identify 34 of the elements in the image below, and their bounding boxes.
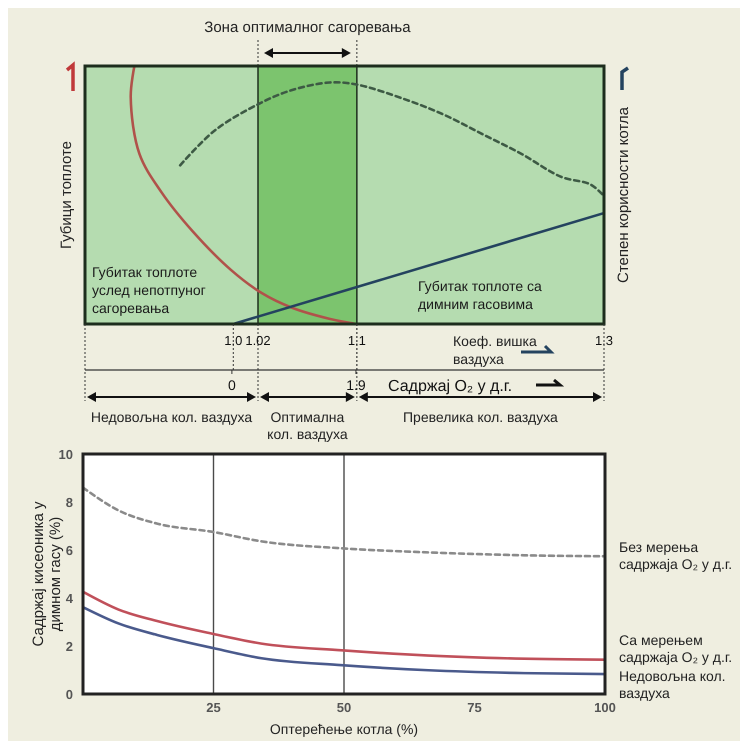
y-tick-label: 4 [66, 591, 74, 606]
x2-tick-label: 0 [228, 377, 236, 393]
x-tick-label: 50 [336, 700, 352, 715]
x-tick-label: 1.0 [224, 333, 242, 348]
text: Недовољна кол. ваздуха [90, 409, 252, 425]
x-axis-title: Коеф. вишка ваздуха [453, 333, 537, 367]
x-tick-label: 1.02 [245, 333, 271, 348]
y-tick-label: 0 [66, 687, 73, 702]
y-tick-label: 8 [66, 495, 73, 510]
line-series [83, 486, 605, 558]
line-series [83, 606, 605, 676]
annotation: Губитак топлоте са димним гасовима [418, 278, 542, 312]
y-axis-title: Садржај кисеоника у димном гасу (%) [30, 501, 64, 647]
y-tick-label: 6 [66, 543, 73, 558]
series-label: Са мерењем садржаја O₂ у д.г. [619, 632, 732, 665]
y-tick-label: 2 [66, 639, 73, 654]
x-axis-title: Оптерећење котла (%) [270, 721, 418, 737]
y2-axis-title: Степен корисности котла [615, 106, 632, 284]
text: Превелика кол. ваздуха [402, 409, 558, 425]
x-tick-label: 100 [594, 700, 616, 715]
line-series [83, 590, 605, 661]
y-tick-label: 10 [58, 447, 73, 462]
x2-axis-title: Садржај O₂ у д.г. [388, 378, 512, 395]
x-tick-label: 25 [206, 700, 221, 715]
y-axis-title: Губици топлоте [58, 140, 75, 250]
band-label: Зона оптималног сагоревања [204, 19, 412, 36]
series-label: Без мерења садржаја O₂ у д.г. [619, 539, 732, 572]
text: Оптимална кол. ваздуха [267, 409, 348, 442]
x-tick-label: 1.3 [594, 333, 614, 348]
x2-tick-label: 1.9 [346, 377, 366, 393]
series-label: Недовољна кол. ваздуха [619, 668, 726, 701]
x-tick-label: 75 [467, 700, 482, 715]
x-tick-label: 1.1 [348, 333, 366, 348]
annotation: Губитак топлоте услед непотпуног сагоревања [92, 264, 206, 316]
